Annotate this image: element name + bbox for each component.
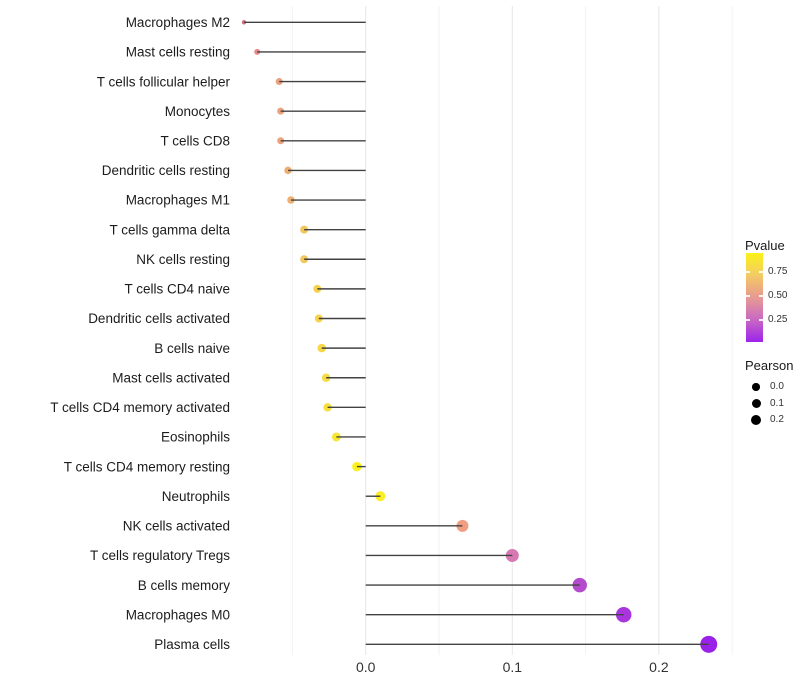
y-axis-label: T cells CD4 naive xyxy=(124,282,230,297)
pearson-key-label: 0.0 xyxy=(770,381,784,392)
y-axis-label: Plasma cells xyxy=(154,637,230,652)
pearson-key-dot xyxy=(751,399,761,408)
pvalue-bar-tick xyxy=(746,271,750,273)
y-axis-label: Eosinophils xyxy=(161,430,230,445)
y-axis-label: Neutrophils xyxy=(162,489,231,504)
pvalue-legend-title: Pvalue xyxy=(745,238,785,253)
y-axis-label: Monocytes xyxy=(165,104,231,119)
pvalue-bar-tick xyxy=(759,295,763,297)
y-axis-label: T cells regulatory Tregs xyxy=(90,548,230,563)
y-axis-label: Mast cells resting xyxy=(126,45,230,60)
pvalue-tick-label: 0.50 xyxy=(768,290,788,302)
x-axis-tick-label: 0.1 xyxy=(503,659,523,675)
pvalue-tick-label: 0.75 xyxy=(768,266,788,278)
y-axis-label: Dendritic cells resting xyxy=(102,163,230,178)
pvalue-bar-tick xyxy=(746,319,750,321)
y-axis-label: NK cells resting xyxy=(136,252,230,267)
y-axis-label: T cells gamma delta xyxy=(109,222,230,237)
pvalue-bar-tick xyxy=(746,295,750,297)
pearson-legend-title: Pearson xyxy=(745,358,794,373)
pearson-key-label: 0.2 xyxy=(770,414,784,425)
y-axis-label: Mast cells activated xyxy=(112,370,230,385)
pearson-key-dot xyxy=(752,383,760,391)
y-axis-label: NK cells activated xyxy=(123,519,230,534)
y-axis-label: T cells CD8 xyxy=(160,134,230,149)
y-axis-label: B cells naive xyxy=(154,341,230,356)
y-axis-label: Dendritic cells activated xyxy=(88,311,230,326)
pearson-key-label: 0.1 xyxy=(770,397,784,409)
pvalue-bar-tick xyxy=(759,271,763,273)
y-axis-label: T cells follicular helper xyxy=(97,74,231,89)
y-axis-label: Macrophages M0 xyxy=(126,607,230,622)
y-axis-label: B cells memory xyxy=(138,578,231,593)
pearson-key-dot xyxy=(750,414,762,426)
pvalue-bar-tick xyxy=(759,319,763,321)
y-axis-label: T cells CD4 memory resting xyxy=(64,459,230,474)
pvalue-gradient-bar xyxy=(746,253,763,342)
y-axis-label: Macrophages M2 xyxy=(126,15,230,30)
y-axis-label: T cells CD4 memory activated xyxy=(50,400,230,415)
x-axis-tick-label: 0.0 xyxy=(356,659,376,675)
pvalue-tick-label: 0.25 xyxy=(768,313,788,325)
y-axis-label: Macrophages M1 xyxy=(126,193,230,208)
x-axis-tick-label: 0.2 xyxy=(649,659,669,675)
